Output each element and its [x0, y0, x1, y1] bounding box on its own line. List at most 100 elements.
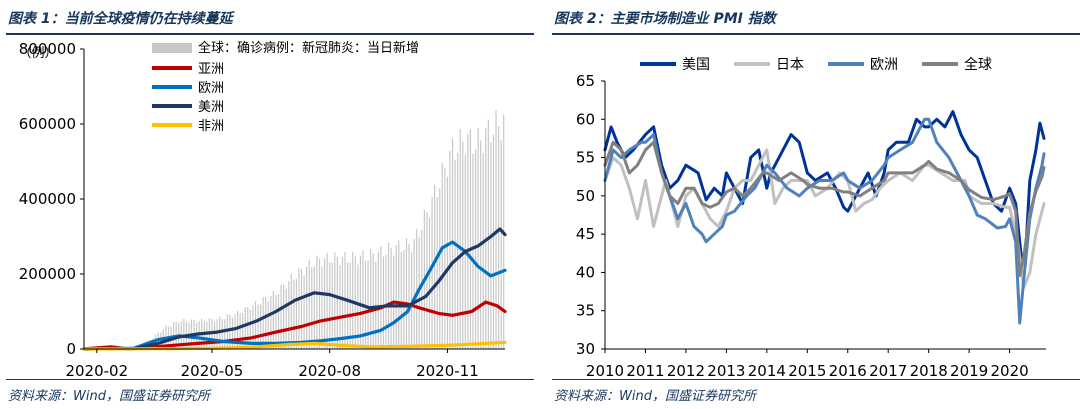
x-tick-label: 2013 [707, 362, 745, 378]
x-tick-label: 2019 [950, 362, 988, 378]
daily-new-cases-bar [196, 323, 198, 349]
daily-new-cases-bar [326, 252, 328, 349]
x-tick-label: 2010 [586, 362, 624, 378]
daily-new-cases-bar [377, 251, 379, 349]
y-tick-label: 50 [576, 187, 595, 205]
daily-new-cases-bar [454, 159, 456, 349]
daily-new-cases-bar [277, 294, 280, 349]
daily-new-cases-bar [321, 266, 323, 349]
daily-new-cases-bar [229, 314, 231, 349]
series-line-全球 [603, 140, 1046, 277]
legend-label-日本: 日本 [776, 57, 804, 73]
daily-new-cases-bar [421, 229, 423, 349]
daily-new-cases-bar [349, 262, 351, 349]
daily-new-cases-bar [311, 267, 313, 349]
daily-new-cases-bar [477, 128, 479, 349]
daily-new-cases-bar [359, 255, 362, 349]
daily-new-cases-bar [446, 176, 449, 349]
x-tick-label: 2020-02 [65, 362, 128, 378]
legend-label-美国: 美国 [682, 57, 710, 73]
figure-1-title: 图表 1：当前全球疫情仍在持续蔓延 [8, 11, 233, 27]
figure-1-panel: 图表 1：当前全球疫情仍在持续蔓延 0 200000 400000 600000 800… [0, 0, 534, 409]
daily-new-cases-bar [339, 265, 341, 349]
daily-new-cases-bar [306, 266, 308, 349]
daily-new-cases-bar [216, 319, 218, 349]
daily-new-cases-bar [249, 310, 251, 349]
daily-new-cases-bar [400, 251, 402, 349]
daily-new-cases-bar [334, 252, 336, 349]
legend-label-欧洲: 欧洲 [198, 81, 224, 96]
daily-new-cases-bar [254, 301, 257, 349]
daily-new-cases-bar [275, 295, 277, 349]
y-tick-label: 30 [576, 340, 595, 358]
daily-new-cases-bar [242, 313, 244, 349]
legend-label-bars: 全球：确诊病例：新冠肺炎：当日新增 [198, 40, 419, 56]
daily-new-cases-bar [224, 319, 226, 349]
daily-new-cases-bar [308, 259, 310, 349]
figure-2-chart: 30 35 40 45 50 55 60 65 2010 2011 2012 2013 2014 2015… [576, 56, 1046, 378]
series-line-美洲 [82, 227, 507, 351]
daily-new-cases-bar [387, 242, 390, 349]
daily-new-cases-bar [444, 168, 446, 349]
figure-2-source: 资料来源：Wind，国盛证券研究所 [554, 389, 756, 404]
daily-new-cases-bar [226, 314, 228, 349]
daily-new-cases-bar [490, 142, 492, 349]
x-tick-label: 2020-05 [181, 362, 244, 378]
daily-new-cases-bar [500, 140, 502, 349]
x-tick-label: 2011 [626, 362, 664, 378]
daily-new-cases-bar [439, 188, 441, 349]
daily-new-cases-bar [239, 313, 241, 349]
daily-new-cases-bar [252, 305, 254, 349]
y-tick-label: 45 [576, 225, 595, 243]
x-tick-label: 2018 [910, 362, 948, 378]
x-tick-label: 2017 [869, 362, 907, 378]
series-line-欧洲 [82, 240, 507, 351]
legend-label-全球: 全球 [964, 56, 992, 73]
daily-new-cases-bar [280, 284, 282, 349]
daily-new-cases-bar [492, 134, 495, 349]
daily-new-cases-bar [390, 247, 392, 349]
daily-new-cases-bar [234, 314, 236, 349]
daily-new-cases-bar [203, 321, 205, 349]
daily-new-cases-bar [247, 306, 249, 349]
legend-label-亚洲: 亚洲 [198, 62, 224, 77]
daily-new-cases-bar [467, 133, 469, 349]
y-tick-label: 65 [576, 72, 595, 90]
figure-1-title-rule [6, 33, 534, 35]
daily-new-cases-bar [498, 126, 500, 350]
y-tick-label: 60 [576, 110, 595, 128]
y-tick-label: 55 [576, 149, 595, 167]
daily-new-cases-bar [270, 295, 272, 349]
figure-1-chart: 0 200000 400000 600000 800000（例） 2020-02 2020-… [18, 40, 507, 378]
series-line-美国 [603, 110, 1046, 263]
x-tick-label: 2020 [990, 362, 1028, 378]
daily-new-cases-bar [375, 261, 377, 349]
daily-new-cases-bar [482, 153, 484, 349]
daily-new-cases-bar [370, 249, 372, 349]
figure-2-title: 图表 2：主要市场制造业 PMI 指数 [554, 11, 776, 27]
daily-new-cases-bar [283, 284, 285, 349]
daily-new-cases-bar [441, 163, 443, 349]
y-tick-label: 40 [576, 263, 595, 281]
daily-new-cases-bar [265, 297, 267, 349]
daily-new-cases-bar [341, 256, 344, 349]
daily-new-cases-bar [428, 217, 431, 349]
daily-new-cases-bar [395, 245, 397, 349]
daily-new-cases-bar [183, 319, 185, 349]
daily-new-cases-bar [244, 307, 246, 349]
daily-new-cases-bar [474, 149, 477, 349]
daily-new-cases-bar [347, 262, 349, 349]
daily-new-cases-bar [285, 288, 287, 349]
series-line-亚洲 [82, 300, 507, 351]
daily-new-cases-bar [213, 321, 216, 349]
daily-new-cases-bar [459, 129, 461, 349]
daily-new-cases-bar [336, 256, 338, 349]
daily-new-cases-bar [303, 275, 305, 349]
daily-new-cases-bar [316, 255, 318, 349]
daily-new-cases-bar [472, 153, 474, 349]
daily-new-cases-bar [313, 266, 315, 349]
daily-new-cases-bar [416, 228, 418, 349]
daily-new-cases-bar [362, 250, 364, 349]
daily-new-cases-bar [403, 250, 405, 349]
